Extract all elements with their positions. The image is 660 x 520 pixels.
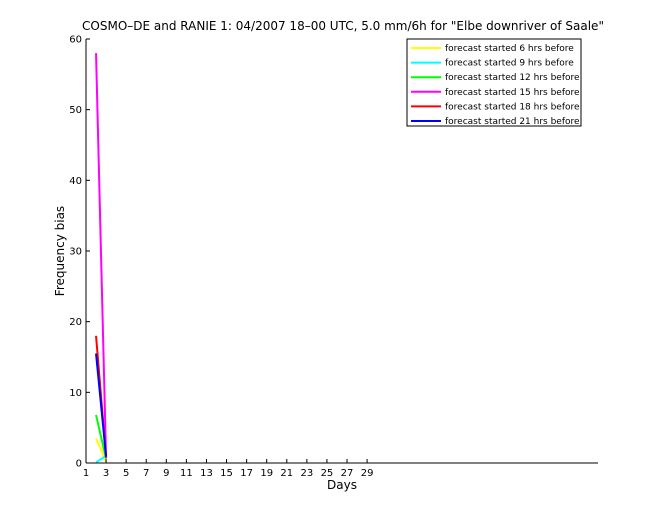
- x-tick-label: 27: [341, 468, 354, 479]
- y-ticks: 0 10 20 30 40 50 60: [69, 35, 90, 470]
- series-layer: [95, 53, 108, 464]
- series-line: [95, 414, 108, 459]
- legend-entry: forecast started 6 hrs before: [445, 44, 574, 54]
- y-tick-label: 60: [69, 35, 82, 46]
- x-tick-label: 13: [200, 468, 213, 479]
- y-axis-title: Frequency bias: [53, 206, 67, 296]
- x-tick-label: 11: [180, 468, 193, 479]
- x-tick-label: 25: [321, 468, 334, 479]
- x-tick-label: 1: [83, 468, 89, 479]
- x-axis-title: Days: [327, 478, 357, 492]
- legend-box: [406, 38, 582, 127]
- series-line: [95, 455, 107, 464]
- legend-entry: forecast started 18 hrs before: [445, 102, 580, 112]
- y-tick-label: 10: [69, 388, 82, 399]
- x-tick-label: 19: [260, 468, 273, 479]
- legend-entry: forecast started 9 hrs before: [445, 59, 574, 69]
- x-tick-label: 23: [300, 468, 313, 479]
- x-tick-label: 17: [240, 468, 253, 479]
- legend-entry: forecast started 21 hrs before: [445, 117, 580, 127]
- x-ticks: 1 3 5 7 9 11 13 15 17 19 21 23 25 27 29: [83, 459, 374, 479]
- series-line: [95, 53, 108, 459]
- x-tick-label: 7: [143, 468, 149, 479]
- y-tick-label: 50: [69, 105, 82, 116]
- y-tick-label: 20: [69, 317, 82, 328]
- series-line: [95, 353, 108, 457]
- y-tick-label: 40: [69, 176, 82, 187]
- x-tick-label: 29: [361, 468, 374, 479]
- x-tick-label: 3: [103, 468, 109, 479]
- legend-entry: forecast started 15 hrs before: [445, 88, 580, 98]
- x-tick-label: 5: [123, 468, 129, 479]
- chart-title: COSMO–DE and RANIE 1: 04/2007 18–00 UTC,…: [82, 19, 604, 33]
- legend: forecast started 6 hrs before forecast st…: [406, 38, 582, 127]
- y-tick-label: 30: [69, 247, 82, 258]
- x-tick-label: 15: [220, 468, 233, 479]
- x-tick-label: 9: [163, 468, 169, 479]
- y-tick-label: 0: [76, 459, 82, 470]
- legend-entry: forecast started 12 hrs before: [445, 73, 580, 83]
- x-tick-label: 21: [280, 468, 293, 479]
